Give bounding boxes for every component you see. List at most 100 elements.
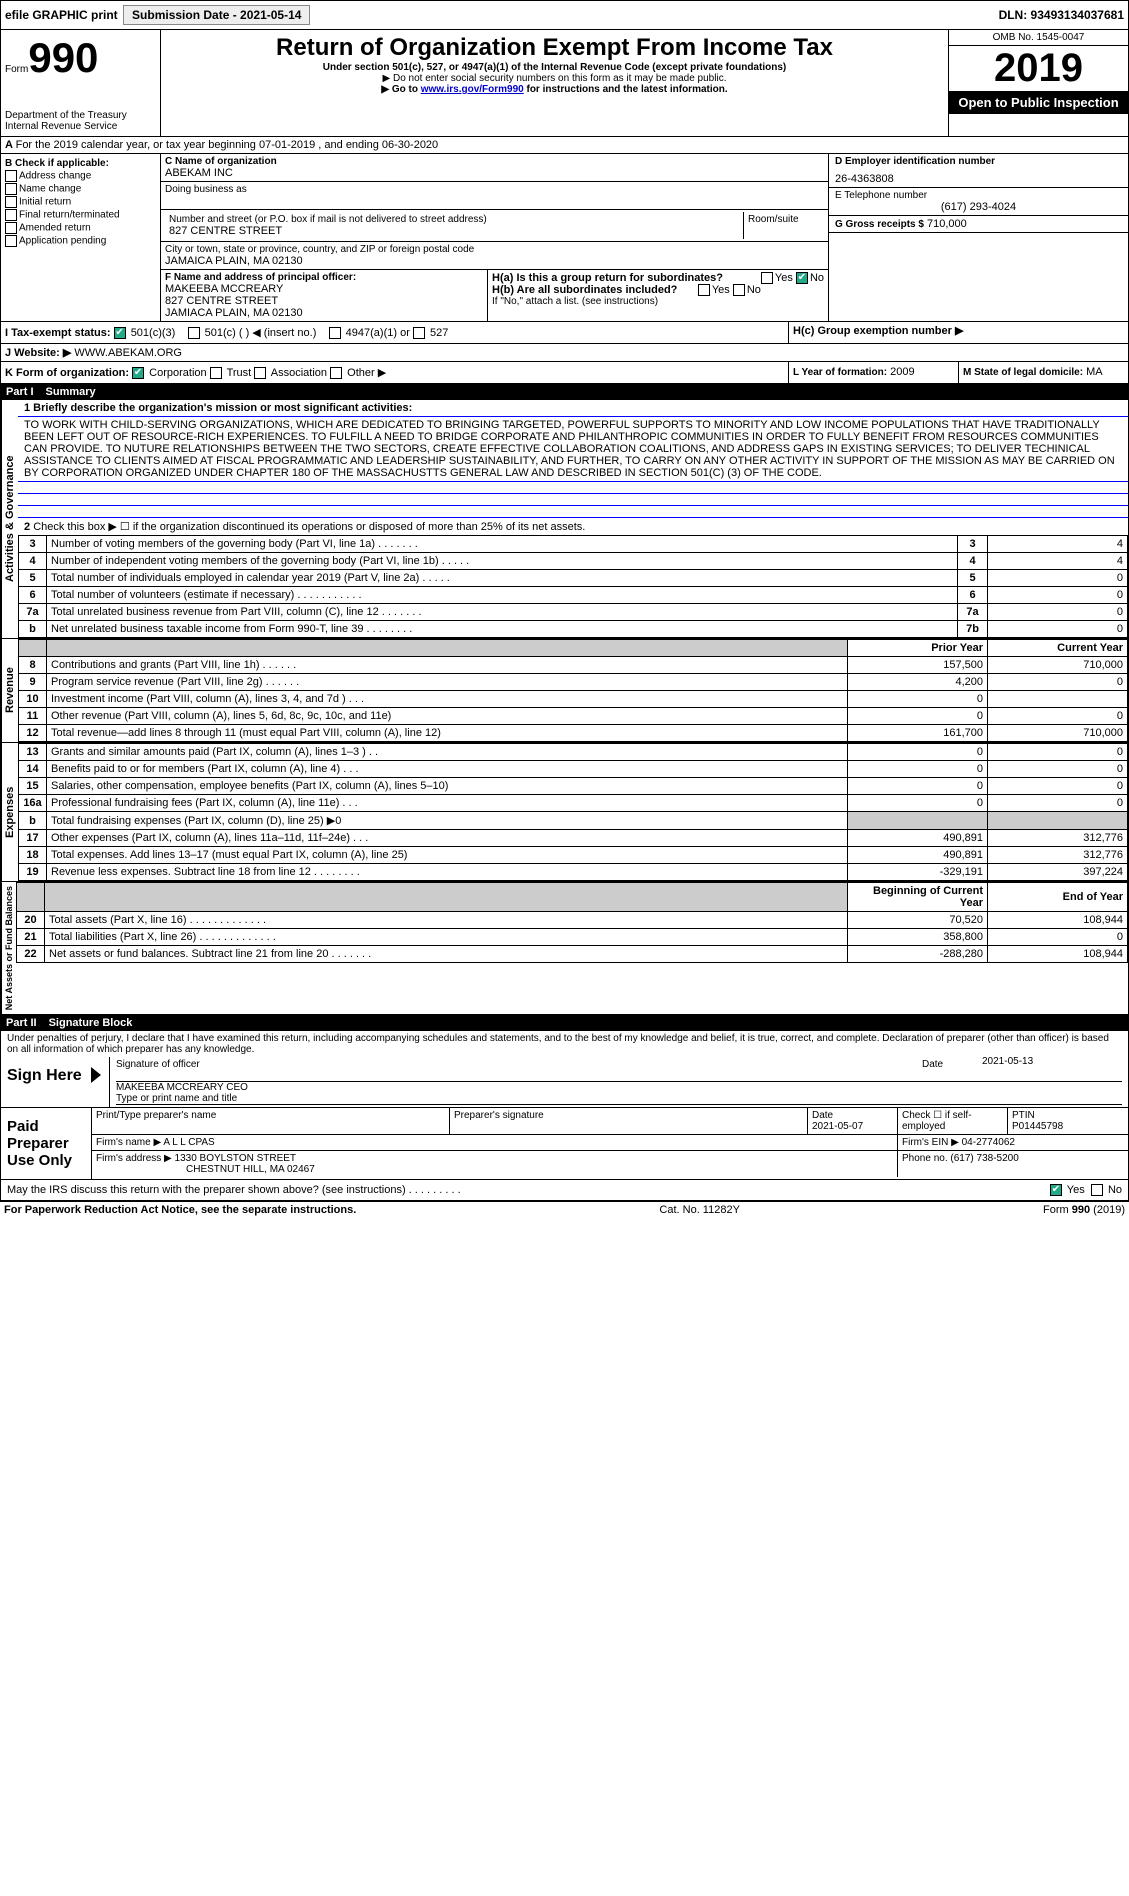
b-opt-final[interactable]: Final return/terminated [5,209,156,221]
b-opt-address[interactable]: Address change [5,170,156,182]
expenses-label: Expenses [1,743,18,881]
submission-date-btn[interactable]: Submission Date - 2021-05-14 [123,5,310,25]
j-val: WWW.ABEKAM.ORG [74,347,182,359]
form-header: Form990 Department of the Treasury Inter… [0,30,1129,137]
c-name-lbl: C Name of organization [165,156,824,167]
efile-label: efile GRAPHIC print [5,8,118,22]
hb: H(b) Are all subordinates included? [492,284,677,296]
ptin: P01445798 [1012,1121,1063,1132]
revenue-label: Revenue [1,639,18,742]
e-lbl: E Telephone number [835,190,1122,201]
end-year-hdr: End of Year [988,883,1128,912]
b-opt-pending[interactable]: Application pending [5,235,156,247]
governance-section: Activities & Governance 1 Briefly descri… [0,400,1129,639]
revenue-section: Revenue Prior YearCurrent Year 8Contribu… [0,639,1129,743]
b-opt-amended[interactable]: Amended return [5,222,156,234]
k-assoc-check[interactable] [254,367,266,379]
i-501c3-check[interactable]: ✔ [114,327,126,339]
discuss: May the IRS discuss this return with the… [7,1184,461,1196]
part-ii-bar: Part IISignature Block [0,1015,1129,1031]
foot-right: Form 990 (2019) [1043,1204,1125,1216]
check-self[interactable]: Check ☐ if self-employed [898,1108,1008,1134]
i-lbl: I Tax-exempt status: [5,327,111,339]
form-title: Return of Organization Exempt From Incom… [165,34,944,62]
begin-year-hdr: Beginning of Current Year [848,883,988,912]
c-addr-lbl: Number and street (or P.O. box if mail i… [169,214,739,225]
sig-type-lbl: Type or print name and title [116,1093,1122,1104]
note2-link[interactable]: www.irs.gov/Form990 [421,84,524,95]
d-val: 26-4363808 [835,173,1122,185]
ha: H(a) Is this a group return for subordin… [492,272,723,284]
a-text: For the 2019 calendar year, or tax year … [16,139,439,151]
prep-name-lbl: Print/Type preparer's name [92,1108,450,1134]
footer: For Paperwork Reduction Act Notice, see … [0,1201,1129,1218]
c-city-lbl: City or town, state or province, country… [165,244,824,255]
m-lbl: M State of legal domicile: [963,367,1083,378]
part-i-bar: Part ISummary [0,384,1129,400]
l-val: 2009 [890,366,914,378]
right-col: D Employer identification number26-43638… [828,154,1128,321]
c-city: JAMAICA PLAIN, MA 02130 [165,255,824,267]
m-val: MA [1086,366,1103,378]
b-opt-name[interactable]: Name change [5,183,156,195]
g-lbl: G Gross receipts $ [835,219,924,230]
dln: DLN: 93493134037681 [999,8,1124,22]
k-other-check[interactable] [330,367,342,379]
form-number: 990 [28,34,98,81]
c-room-lbl: Room/suite [744,212,824,239]
i-4947-check[interactable] [329,327,341,339]
k-lbl: K Form of organization: [5,367,129,379]
b-opt-initial[interactable]: Initial return [5,196,156,208]
discuss-yes[interactable]: ✔ [1050,1184,1062,1196]
l-lbl: L Year of formation: [793,367,887,378]
paid-prep-label: Paid Preparer Use Only [1,1108,91,1179]
blank-line [18,494,1128,506]
f-addr2: JAMIACA PLAIN, MA 02130 [165,307,483,319]
sig-decl: Under penalties of perjury, I declare th… [1,1031,1128,1057]
section-b: B Check if applicable: Address change Na… [1,154,161,321]
i-501c-check[interactable] [188,327,200,339]
f-name: MAKEEBA MCCREARY [165,283,483,295]
arrow-icon [91,1067,101,1083]
exp-table: 13Grants and similar amounts paid (Part … [18,743,1128,881]
j-lbl: J Website: ▶ [5,347,71,359]
f-lbl: F Name and address of principal officer: [165,272,483,283]
note2-post: for instructions and the latest informat… [524,84,728,95]
row-i: I Tax-exempt status: ✔ 501(c)(3) 501(c) … [0,322,1129,344]
l2: Check this box ▶ ☐ if the organization d… [33,521,585,533]
phone: (617) 738-5200 [950,1153,1018,1164]
net-section: Net Assets or Fund Balances Beginning of… [0,882,1129,1015]
row-klm: K Form of organization: ✔ Corporation Tr… [0,362,1129,384]
tax-year: 2019 [949,46,1128,91]
sign-here-label: Sign Here [1,1057,91,1107]
prep-sig-lbl: Preparer's signature [450,1108,808,1134]
hb-note: If "No," attach a list. (see instruction… [492,296,824,307]
foot-left: For Paperwork Reduction Act Notice, see … [4,1204,356,1216]
g-val: 710,000 [927,218,967,230]
blank-line [18,482,1128,494]
sig-date-lbl: Date [922,1059,943,1070]
dept: Department of the Treasury [5,110,156,121]
firm-name: A L L CPAS [163,1137,214,1148]
section-h: H(a) Is this a group return for subordin… [488,270,828,321]
mission-q: 1 Briefly describe the organization's mi… [18,400,1128,417]
e-val: (617) 293-4024 [835,201,1122,213]
sig-date: 2021-05-13 [982,1056,1033,1067]
curr-year-hdr: Current Year [988,640,1128,657]
signature-block: Under penalties of perjury, I declare th… [0,1031,1129,1201]
irs: Internal Revenue Service [5,121,156,132]
discuss-no[interactable] [1091,1184,1103,1196]
f-addr1: 827 CENTRE STREET [165,295,483,307]
i-527-check[interactable] [413,327,425,339]
k-trust-check[interactable] [210,367,222,379]
net-table: Beginning of Current YearEnd of Year 20T… [16,882,1128,963]
open-public: Open to Public Inspection [949,91,1128,114]
top-bar: efile GRAPHIC print Submission Date - 20… [0,0,1129,30]
sig-name: MAKEEBA MCCREARY CEO [116,1082,1122,1093]
k-corp-check[interactable]: ✔ [132,367,144,379]
expenses-section: Expenses 13Grants and similar amounts pa… [0,743,1129,882]
b-header: B Check if applicable: [5,158,156,169]
note2-pre: ▶ Go to [381,84,420,95]
foot-mid: Cat. No. 11282Y [659,1204,740,1216]
info-grid: B Check if applicable: Address change Na… [0,154,1129,322]
